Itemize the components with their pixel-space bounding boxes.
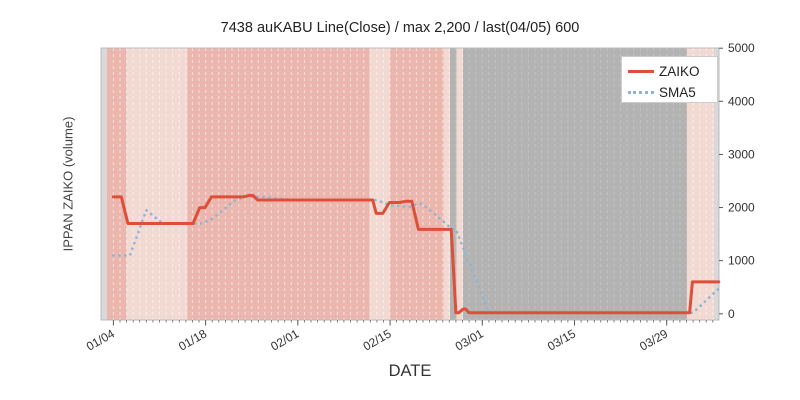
svg-text:3000: 3000 <box>728 147 755 161</box>
svg-text:0: 0 <box>728 307 735 321</box>
svg-text:2000: 2000 <box>728 201 755 215</box>
svg-text:1000: 1000 <box>728 254 755 268</box>
svg-text:4000: 4000 <box>728 94 755 108</box>
svg-text:5000: 5000 <box>728 41 755 55</box>
